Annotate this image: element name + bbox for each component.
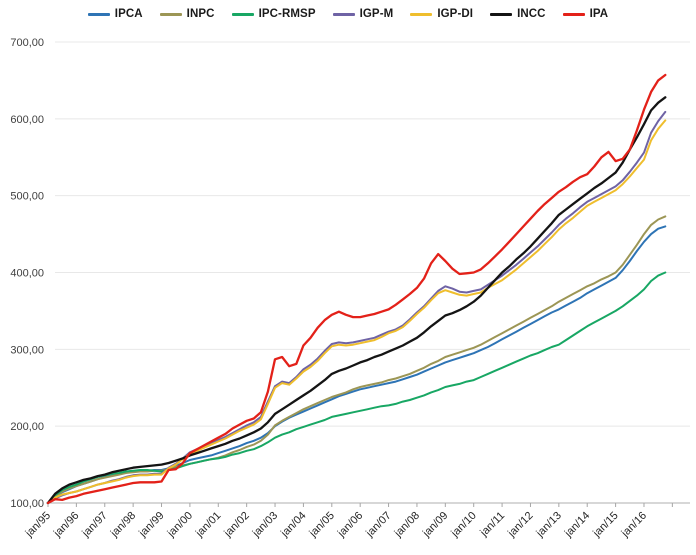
x-tick-label-jan/14: jan/14 [562, 510, 592, 540]
legend-label-incc: INCC [517, 8, 546, 20]
x-tick-label-jan/97: jan/97 [79, 510, 109, 540]
legend: IPCA INPC IPC-RMSP IGP-M IGP-DI INCC IPA [0, 8, 696, 20]
series-line-igp-m [47, 110, 667, 504]
y-tick-label-100: 100,00 [10, 498, 44, 510]
x-tick-label-jan/96: jan/96 [51, 510, 81, 540]
y-tick-label-600: 600,00 [10, 114, 44, 126]
x-tick-label-jan/01: jan/01 [193, 510, 223, 540]
x-tick-label-jan/00: jan/00 [165, 510, 195, 540]
series-line-ipc-rmsp [47, 271, 667, 504]
x-tick-label-jan/04: jan/04 [278, 510, 308, 540]
x-tick-label-jan/08: jan/08 [392, 510, 422, 540]
x-tick-label-jan/06: jan/06 [335, 510, 365, 540]
legend-label-inpc: INPC [186, 8, 215, 20]
y-tick-label-200: 200,00 [10, 421, 44, 433]
x-tick-label-jan/13: jan/13 [534, 510, 564, 540]
series-line-inpc [47, 215, 667, 504]
legend-swatch-ipc-rmsp [231, 12, 254, 16]
y-tick-label-400: 400,00 [10, 268, 44, 280]
series-line-igp-di [47, 119, 667, 504]
legend-swatch-igp-m [332, 12, 355, 16]
legend-item-ipca: IPCA [87, 8, 143, 20]
legend-item-inpc: INPC [159, 8, 215, 20]
x-tick-label-jan/95: jan/95 [23, 510, 53, 540]
legend-swatch-igp-di [410, 12, 433, 16]
legend-swatch-inpc [159, 12, 182, 16]
x-tick-label-jan/05: jan/05 [307, 510, 337, 540]
legend-label-ipa: IPA [589, 8, 609, 20]
series-line-incc [46, 96, 667, 505]
x-tick-label-jan/07: jan/07 [363, 510, 393, 540]
legend-item-ipc-rmsp: IPC-RMSP [231, 8, 316, 20]
legend-label-ipc-rmsp: IPC-RMSP [258, 8, 316, 20]
x-tick-label-jan/12: jan/12 [505, 510, 535, 540]
y-tick-label-700: 700,00 [10, 37, 44, 49]
x-tick-label-jan/09: jan/09 [420, 510, 450, 540]
legend-item-incc: INCC [490, 8, 546, 20]
x-tick-label-jan/11: jan/11 [477, 510, 507, 540]
legend-item-igp-m: IGP-M [332, 8, 394, 20]
x-tick-label-jan/99: jan/99 [136, 510, 166, 540]
legend-label-igp-m: IGP-M [359, 8, 394, 20]
legend-label-igp-di: IGP-DI [437, 8, 474, 20]
legend-swatch-ipca [87, 12, 110, 16]
legend-swatch-incc [490, 12, 513, 16]
x-tick-label-jan/98: jan/98 [108, 510, 138, 540]
y-tick-label-500: 500,00 [10, 191, 44, 203]
x-tick-label-jan/02: jan/02 [221, 510, 251, 540]
y-tick-label-300: 300,00 [10, 344, 44, 356]
x-tick-label-jan/15: jan/15 [590, 510, 620, 540]
legend-item-igp-di: IGP-DI [410, 8, 473, 20]
legend-swatch-ipa [562, 12, 585, 16]
x-tick-label-jan/10: jan/10 [448, 510, 478, 540]
series-line-ipa [46, 73, 667, 505]
x-tick-label-jan/03: jan/03 [250, 510, 280, 540]
legend-label-ipca: IPCA [114, 8, 143, 20]
x-tick-label-jan/16: jan/16 [619, 510, 649, 540]
legend-item-ipa: IPA [562, 8, 609, 20]
